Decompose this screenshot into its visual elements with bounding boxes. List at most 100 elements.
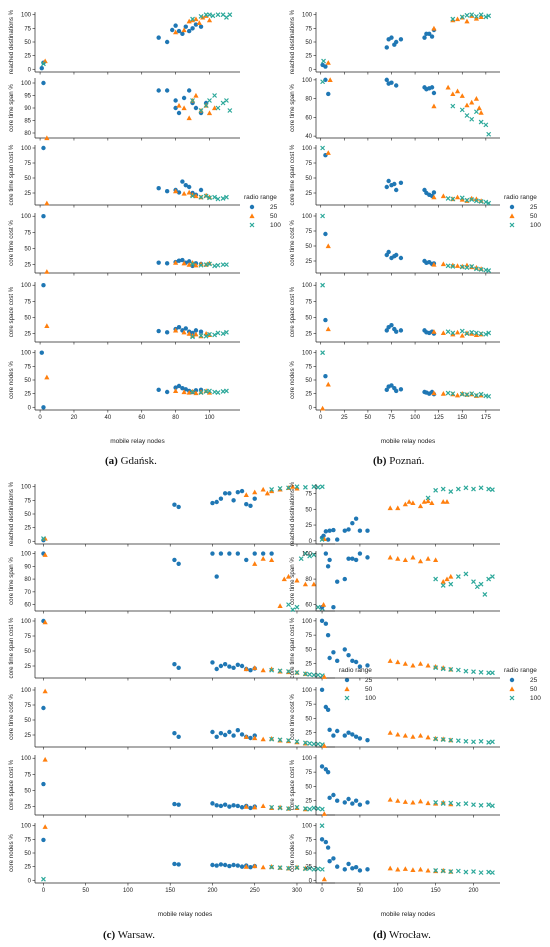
data-point bbox=[302, 740, 308, 746]
data-point bbox=[473, 392, 479, 398]
data-point bbox=[183, 387, 188, 392]
data-point bbox=[454, 194, 461, 200]
data-point bbox=[325, 707, 331, 713]
data-point bbox=[387, 505, 393, 511]
data-point bbox=[173, 385, 178, 390]
data-point bbox=[190, 16, 195, 22]
data-point bbox=[224, 262, 229, 268]
caption-d-text: Wrocław. bbox=[386, 929, 431, 941]
data-point bbox=[357, 528, 363, 533]
panel-b-3: 25 50 75 100 core time span cost % bbox=[289, 144, 500, 208]
data-point bbox=[386, 249, 391, 255]
data-point bbox=[486, 330, 492, 336]
data-point bbox=[286, 668, 291, 674]
series-50 bbox=[321, 730, 454, 748]
legend-label: 50 bbox=[530, 686, 538, 693]
y-tick-label: 100 bbox=[21, 81, 32, 87]
y-axis-label: core time cost % bbox=[289, 220, 296, 266]
data-point bbox=[459, 264, 465, 270]
y-axis-label: core space cost % bbox=[8, 759, 15, 810]
data-point bbox=[486, 13, 492, 19]
data-point bbox=[425, 556, 431, 561]
data-point bbox=[469, 391, 475, 397]
data-point bbox=[214, 499, 219, 505]
data-point bbox=[448, 869, 454, 874]
data-point bbox=[325, 769, 331, 775]
data-point bbox=[173, 98, 178, 103]
data-point bbox=[325, 845, 331, 850]
data-point bbox=[490, 803, 495, 809]
legend-marker bbox=[249, 204, 255, 210]
y-tick-label: 25 bbox=[24, 526, 31, 532]
data-point bbox=[384, 328, 389, 333]
data-point bbox=[384, 77, 389, 83]
caption-b-text: Poznań. bbox=[386, 455, 425, 467]
data-point bbox=[486, 740, 492, 745]
y-axis-label: reached destinations % bbox=[289, 9, 296, 74]
data-point bbox=[264, 490, 270, 496]
data-point bbox=[173, 260, 179, 265]
data-point bbox=[448, 737, 454, 743]
series-100 bbox=[433, 736, 495, 745]
data-point bbox=[473, 198, 479, 204]
data-point bbox=[294, 577, 300, 583]
data-point bbox=[445, 390, 451, 396]
caption-b: (b) Poznań. bbox=[373, 455, 424, 467]
data-point bbox=[211, 105, 218, 111]
data-point bbox=[331, 792, 336, 798]
data-point bbox=[433, 663, 439, 669]
series-25 bbox=[41, 283, 204, 336]
y-tick-label: 80 bbox=[305, 97, 312, 103]
data-point bbox=[440, 868, 446, 874]
data-point bbox=[483, 331, 489, 337]
legend-marker bbox=[249, 213, 255, 219]
data-point bbox=[440, 801, 446, 806]
y-tick-label: 80 bbox=[24, 577, 31, 583]
data-point bbox=[450, 391, 456, 397]
data-point bbox=[478, 266, 484, 271]
data-point bbox=[181, 260, 187, 266]
data-point bbox=[302, 484, 308, 490]
y-axis-label: core space cost % bbox=[289, 759, 296, 810]
caption-d: (d) Wrocław. bbox=[373, 929, 431, 941]
data-point bbox=[431, 90, 437, 96]
data-point bbox=[203, 333, 209, 339]
data-point bbox=[448, 667, 454, 672]
series-100 bbox=[320, 79, 492, 137]
data-point bbox=[200, 14, 206, 20]
data-point bbox=[335, 728, 340, 734]
data-point bbox=[464, 18, 470, 24]
data-point bbox=[335, 537, 340, 542]
y-tick-label: 50 bbox=[305, 507, 312, 513]
data-point bbox=[425, 495, 431, 501]
y-tick-label: 50 bbox=[24, 788, 31, 794]
y-tick-label: 100 bbox=[302, 13, 313, 19]
data-point bbox=[445, 195, 451, 201]
data-point bbox=[210, 551, 215, 556]
data-point bbox=[433, 665, 439, 671]
series-25 bbox=[39, 22, 204, 71]
data-point bbox=[311, 484, 317, 490]
series-25 bbox=[320, 27, 437, 69]
data-point bbox=[181, 389, 187, 395]
data-point bbox=[402, 799, 408, 804]
y-axis-label: core nodes % bbox=[289, 834, 296, 872]
data-point bbox=[433, 487, 439, 493]
data-point bbox=[244, 557, 249, 563]
data-point bbox=[444, 576, 450, 582]
data-point bbox=[402, 732, 408, 738]
y-tick-label: 100 bbox=[21, 756, 32, 762]
y-tick-label: 75 bbox=[24, 703, 31, 709]
data-point bbox=[463, 571, 469, 577]
data-point bbox=[402, 557, 408, 563]
data-point bbox=[325, 632, 331, 638]
data-point bbox=[321, 58, 326, 64]
data-point bbox=[431, 190, 437, 195]
data-point bbox=[342, 733, 347, 738]
data-point bbox=[346, 796, 351, 802]
x-axis-label: mobile relay nodes bbox=[381, 438, 436, 445]
data-point bbox=[353, 798, 359, 803]
data-point bbox=[320, 282, 326, 288]
data-point bbox=[398, 387, 404, 392]
series-25 bbox=[41, 488, 257, 543]
